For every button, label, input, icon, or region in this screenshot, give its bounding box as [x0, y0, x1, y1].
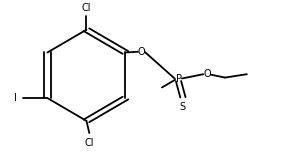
- Text: Cl: Cl: [82, 3, 91, 13]
- Text: S: S: [180, 102, 186, 112]
- Text: I: I: [14, 93, 17, 103]
- Text: O: O: [203, 69, 211, 79]
- Text: P: P: [175, 74, 182, 84]
- Text: Cl: Cl: [85, 138, 94, 148]
- Text: O: O: [138, 47, 145, 57]
